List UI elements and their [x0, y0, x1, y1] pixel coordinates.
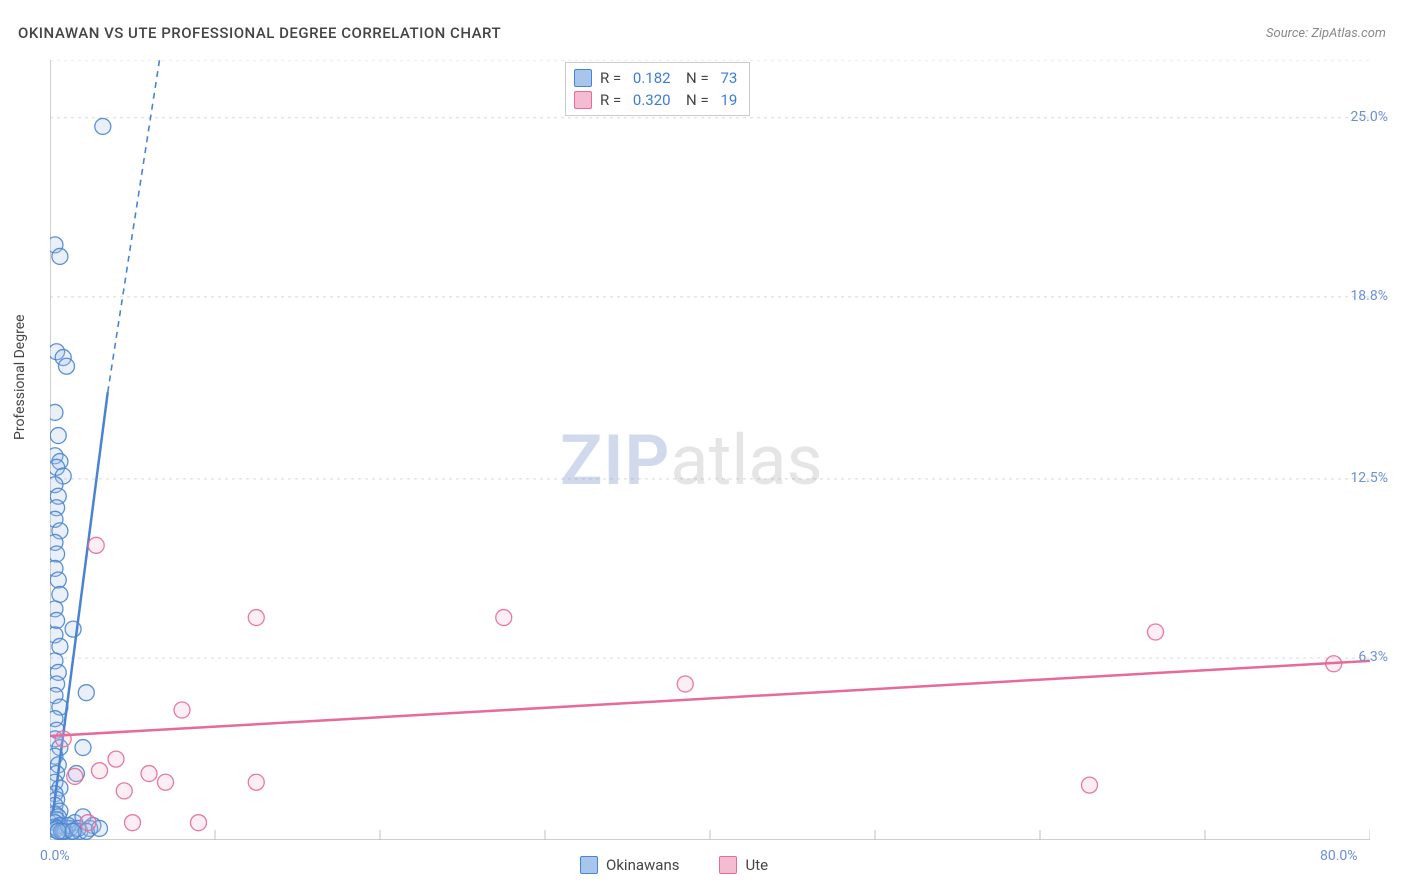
y-tick-label: 12.5%	[1350, 470, 1388, 486]
data-point	[50, 823, 66, 839]
data-point	[677, 676, 693, 692]
r-label: R =	[600, 67, 625, 89]
data-point	[108, 751, 124, 767]
trend-line-dashed	[108, 60, 182, 392]
y-tick-label: 25.0%	[1350, 109, 1388, 125]
data-point	[116, 783, 132, 799]
data-point	[50, 546, 65, 562]
data-point	[248, 610, 264, 626]
scatter-plot	[50, 60, 1370, 840]
data-point	[52, 638, 68, 654]
n-label: N =	[679, 67, 713, 89]
data-point	[80, 815, 96, 831]
data-point	[496, 610, 512, 626]
data-point	[67, 768, 83, 784]
series-legend: Okinawans Ute	[580, 856, 768, 874]
legend-label: Okinawans	[606, 856, 679, 874]
data-point	[50, 612, 65, 628]
plot-svg	[50, 60, 1370, 840]
stats-row: R = 0.182 N = 73	[574, 67, 737, 89]
x-tick-label: 80.0%	[1320, 848, 1358, 864]
data-point	[158, 774, 174, 790]
data-point	[95, 118, 111, 134]
data-point	[78, 685, 94, 701]
legend-swatch	[580, 856, 598, 874]
data-point	[174, 702, 190, 718]
legend-swatch	[574, 91, 592, 109]
y-tick-label: 6.3%	[1358, 649, 1388, 665]
data-point	[1082, 777, 1098, 793]
x-tick-label: 0.0%	[40, 848, 70, 864]
stats-legend: R = 0.182 N = 73R = 0.320 N = 19	[565, 62, 750, 116]
n-label: N =	[679, 89, 713, 111]
data-point	[92, 763, 108, 779]
source-attribution: Source: ZipAtlas.com	[1266, 26, 1386, 41]
data-point	[1148, 624, 1164, 640]
y-axis-label: Professional Degree	[12, 314, 28, 440]
r-value: 0.182	[633, 67, 671, 89]
legend-swatch	[574, 69, 592, 87]
data-point	[75, 740, 91, 756]
data-point	[125, 815, 141, 831]
r-value: 0.320	[633, 89, 671, 111]
chart-title: OKINAWAN VS UTE PROFESSIONAL DEGREE CORR…	[18, 24, 501, 42]
n-value: 73	[720, 67, 737, 89]
trend-line	[50, 661, 1370, 736]
data-point	[88, 537, 104, 553]
legend-item: Okinawans	[580, 856, 679, 874]
data-point	[248, 774, 264, 790]
stats-row: R = 0.320 N = 19	[574, 89, 737, 111]
legend-item: Ute	[719, 856, 768, 874]
n-value: 19	[720, 89, 737, 111]
data-point	[52, 586, 68, 602]
data-point	[59, 358, 75, 374]
legend-label: Ute	[745, 856, 768, 874]
data-point	[52, 248, 68, 264]
y-tick-label: 18.8%	[1350, 288, 1388, 304]
data-point	[55, 731, 71, 747]
legend-swatch	[719, 856, 737, 874]
r-label: R =	[600, 89, 625, 111]
data-point	[191, 815, 207, 831]
data-point	[50, 572, 66, 588]
data-point	[50, 404, 63, 420]
data-point	[50, 428, 66, 444]
data-point	[141, 766, 157, 782]
data-point	[65, 823, 81, 839]
